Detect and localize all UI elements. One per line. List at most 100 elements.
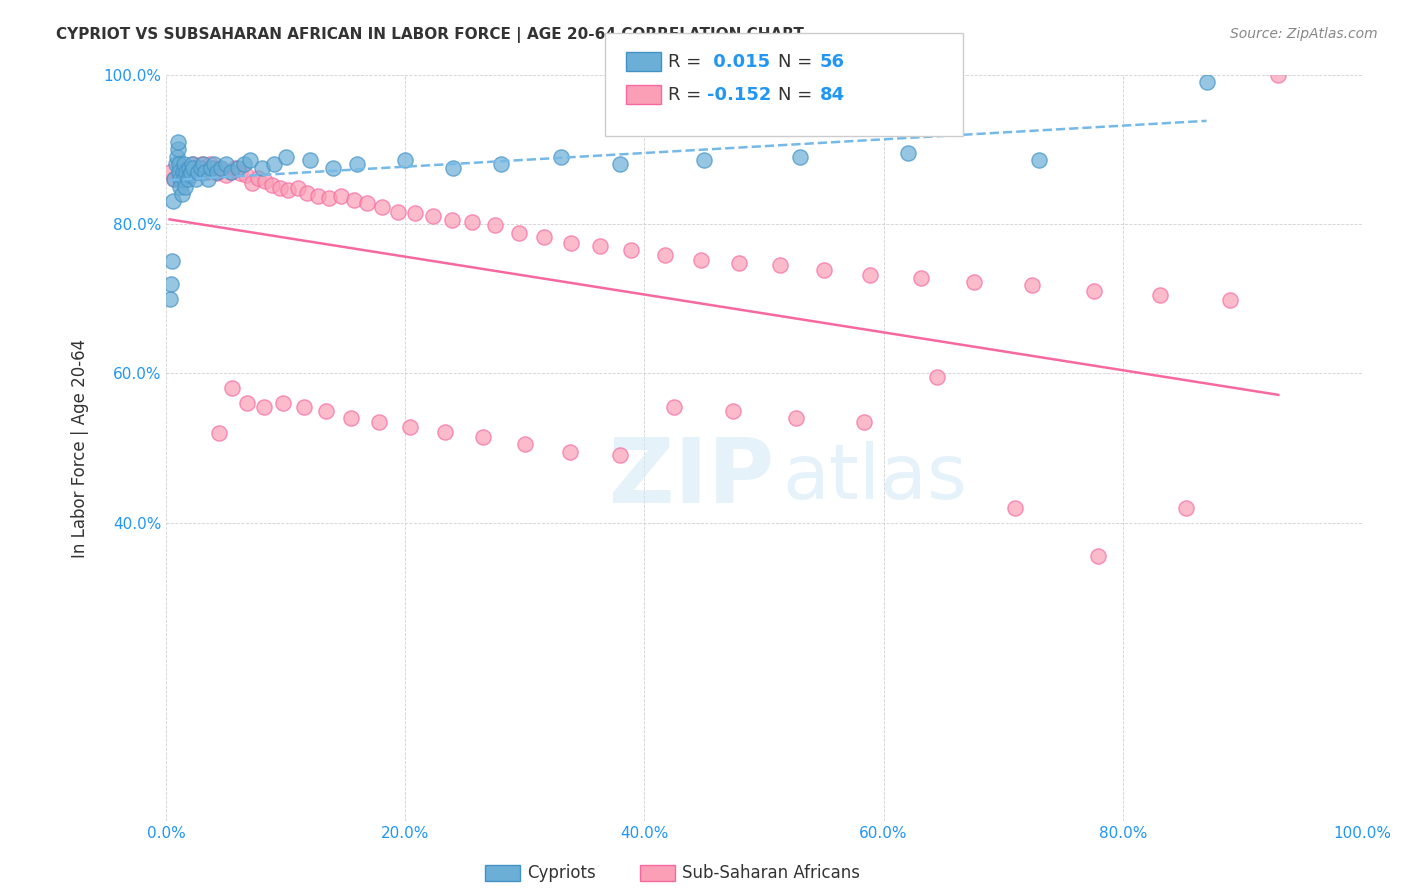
Point — [927, 370, 949, 384]
Point — [560, 444, 582, 458]
Point — [1175, 500, 1198, 515]
Point — [240, 176, 263, 190]
Point — [274, 150, 297, 164]
Point — [489, 157, 512, 171]
Point — [859, 268, 882, 282]
Point — [433, 425, 456, 439]
Point — [184, 161, 207, 175]
Point — [176, 169, 198, 183]
Text: R =: R = — [668, 86, 707, 103]
Text: N =: N = — [778, 86, 817, 103]
Point — [173, 164, 195, 178]
Point — [1195, 75, 1218, 89]
Point — [209, 161, 232, 175]
Point — [163, 172, 186, 186]
Point — [721, 403, 744, 417]
Point — [167, 164, 190, 178]
Text: Sub-Saharan Africans: Sub-Saharan Africans — [682, 864, 860, 882]
Point — [183, 157, 205, 171]
Point — [404, 205, 426, 219]
Point — [184, 172, 207, 186]
Point — [277, 183, 299, 197]
Point — [440, 213, 463, 227]
Text: Source: ZipAtlas.com: Source: ZipAtlas.com — [1230, 27, 1378, 41]
Text: 56: 56 — [820, 53, 845, 70]
Point — [183, 161, 205, 175]
Point — [197, 164, 219, 178]
Point — [207, 164, 229, 178]
Point — [1087, 549, 1109, 564]
Point — [173, 172, 195, 186]
Point — [229, 166, 252, 180]
Point — [173, 157, 195, 171]
Point — [177, 164, 200, 178]
Point — [179, 169, 201, 183]
Text: Cypriots: Cypriots — [527, 864, 596, 882]
Text: N =: N = — [778, 53, 817, 70]
Point — [187, 164, 209, 178]
Point — [292, 400, 315, 414]
Point — [340, 411, 363, 425]
Point — [367, 415, 389, 429]
Point — [693, 153, 716, 168]
Point — [191, 157, 214, 171]
Point — [689, 252, 711, 267]
Point — [813, 263, 835, 277]
Point — [202, 161, 225, 175]
Point — [200, 161, 222, 175]
Point — [207, 425, 229, 440]
Point — [165, 157, 187, 171]
Point — [422, 210, 444, 224]
Point — [271, 396, 294, 410]
Point — [159, 164, 181, 178]
Point — [167, 169, 190, 183]
Point — [394, 153, 416, 168]
Point — [269, 181, 291, 195]
Point — [346, 157, 368, 171]
Point — [194, 164, 217, 178]
Point — [1149, 288, 1171, 302]
Text: 84: 84 — [820, 86, 845, 103]
Point — [174, 179, 197, 194]
Point — [513, 437, 536, 451]
Point — [180, 164, 202, 178]
Point — [318, 191, 340, 205]
Point — [1083, 284, 1105, 298]
Point — [219, 164, 242, 178]
Point — [197, 172, 219, 186]
Point — [191, 157, 214, 171]
Y-axis label: In Labor Force | Age 20-64: In Labor Force | Age 20-64 — [72, 338, 89, 558]
Text: -0.152: -0.152 — [707, 86, 772, 103]
Point — [307, 188, 329, 202]
Point — [896, 145, 918, 160]
Point — [181, 157, 204, 171]
Point — [180, 161, 202, 175]
Text: R =: R = — [668, 53, 707, 70]
Point — [187, 164, 209, 178]
Point — [202, 157, 225, 171]
Point — [176, 164, 198, 178]
Point — [209, 163, 232, 178]
Point — [963, 275, 986, 289]
Text: atlas: atlas — [782, 441, 967, 515]
Point — [484, 219, 506, 233]
Point — [169, 161, 191, 175]
Point — [221, 381, 243, 395]
Point — [224, 161, 246, 175]
Point — [190, 161, 212, 175]
Point — [167, 142, 190, 156]
Point — [200, 157, 222, 171]
Point — [166, 150, 188, 164]
Point — [1004, 500, 1026, 515]
Point — [262, 178, 284, 192]
Point — [1267, 68, 1289, 82]
Point — [169, 179, 191, 194]
Point — [550, 150, 572, 164]
Point — [728, 256, 751, 270]
Point — [177, 161, 200, 175]
Point — [263, 157, 285, 171]
Point — [215, 169, 238, 183]
Text: CYPRIOT VS SUBSAHARAN AFRICAN IN LABOR FORCE | AGE 20-64 CORRELATION CHART: CYPRIOT VS SUBSAHARAN AFRICAN IN LABOR F… — [56, 27, 804, 43]
Point — [193, 161, 215, 175]
Point — [1028, 153, 1050, 168]
